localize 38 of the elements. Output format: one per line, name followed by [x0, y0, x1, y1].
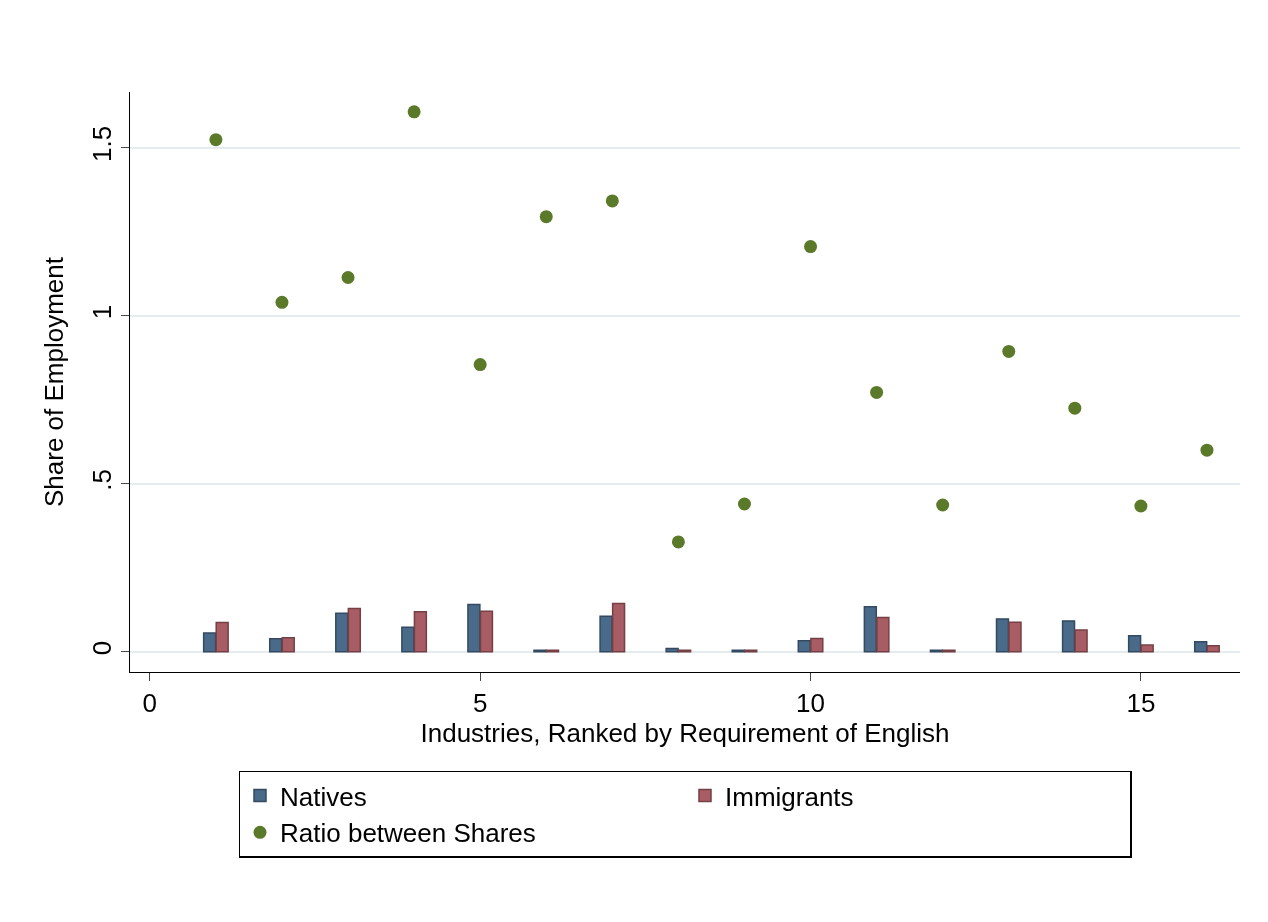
bar: [863, 606, 878, 653]
y-tick-label: 0: [86, 640, 117, 656]
bar: [810, 637, 824, 653]
bar: [281, 636, 295, 653]
y-tick-label: .5: [86, 469, 117, 491]
y-tick-label: 1: [86, 304, 117, 320]
legend-label: Natives: [280, 781, 367, 812]
bar: [1140, 644, 1154, 653]
bar: [1206, 645, 1220, 653]
y-tick-label: 1.5: [86, 125, 117, 162]
legend-label: Ratio between Shares: [280, 818, 536, 849]
bar: [1061, 620, 1076, 653]
bar: [215, 621, 229, 653]
bar: [467, 603, 481, 653]
bar: [599, 615, 613, 653]
bar: [401, 626, 415, 653]
bar: [335, 612, 349, 653]
bar: [665, 647, 679, 653]
x-axis-title: Industries, Ranked by Requirement of English: [420, 718, 950, 749]
bar: [611, 602, 626, 653]
y-axis-title: Share of Employment: [39, 256, 69, 508]
legend-label: Immigrants: [725, 781, 854, 812]
bar: [268, 637, 283, 653]
bar: [995, 618, 1010, 653]
x-tick-label: 0: [142, 688, 158, 719]
bar: [413, 611, 428, 653]
bar: [797, 640, 811, 653]
bar: [1008, 621, 1022, 653]
x-tick-label: 10: [796, 688, 825, 719]
x-tick-label: 15: [1126, 688, 1156, 719]
bar: [1193, 641, 1208, 653]
bar: [347, 607, 362, 653]
bar: [202, 632, 217, 653]
bar: [876, 616, 890, 653]
bar: [1074, 629, 1088, 653]
x-tick-label: 5: [472, 688, 488, 719]
bar: [479, 610, 494, 653]
bar: [1127, 634, 1142, 653]
